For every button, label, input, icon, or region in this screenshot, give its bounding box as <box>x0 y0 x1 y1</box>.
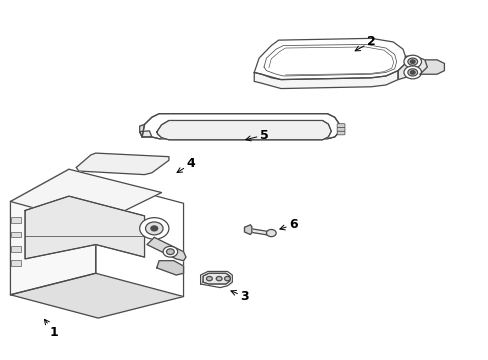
Bar <box>11 246 21 252</box>
Polygon shape <box>10 169 161 225</box>
Polygon shape <box>254 39 405 80</box>
Polygon shape <box>419 60 444 74</box>
Polygon shape <box>200 271 232 288</box>
Circle shape <box>409 71 414 74</box>
Circle shape <box>216 276 222 281</box>
Text: 6: 6 <box>279 218 297 231</box>
Polygon shape <box>140 114 339 139</box>
Polygon shape <box>157 121 330 140</box>
Polygon shape <box>140 125 144 137</box>
Text: 5: 5 <box>245 129 268 142</box>
Text: 3: 3 <box>230 290 248 303</box>
Polygon shape <box>10 169 96 202</box>
Polygon shape <box>140 131 152 137</box>
Polygon shape <box>244 225 251 234</box>
Polygon shape <box>254 71 397 89</box>
Circle shape <box>266 229 276 237</box>
Polygon shape <box>25 196 144 259</box>
Circle shape <box>403 66 421 79</box>
FancyBboxPatch shape <box>336 124 344 128</box>
Circle shape <box>407 58 417 65</box>
Circle shape <box>206 276 212 281</box>
Text: 1: 1 <box>44 319 59 339</box>
Polygon shape <box>96 180 183 297</box>
Circle shape <box>224 276 230 281</box>
Polygon shape <box>157 261 183 275</box>
Bar <box>11 217 21 223</box>
Polygon shape <box>397 56 427 80</box>
Polygon shape <box>147 237 185 261</box>
Polygon shape <box>249 228 271 235</box>
FancyBboxPatch shape <box>336 127 344 131</box>
Circle shape <box>163 246 177 257</box>
Circle shape <box>166 249 174 255</box>
Polygon shape <box>142 114 339 139</box>
Circle shape <box>409 60 414 63</box>
Polygon shape <box>10 180 96 295</box>
Circle shape <box>140 218 168 239</box>
Circle shape <box>151 226 158 231</box>
Polygon shape <box>203 273 229 284</box>
Bar <box>11 260 21 266</box>
Polygon shape <box>10 273 183 318</box>
Circle shape <box>403 55 421 68</box>
Text: 2: 2 <box>354 35 375 51</box>
Circle shape <box>145 222 163 235</box>
Polygon shape <box>76 153 168 175</box>
Bar <box>11 231 21 237</box>
FancyBboxPatch shape <box>336 131 344 135</box>
Text: 4: 4 <box>177 157 195 172</box>
Circle shape <box>407 69 417 76</box>
